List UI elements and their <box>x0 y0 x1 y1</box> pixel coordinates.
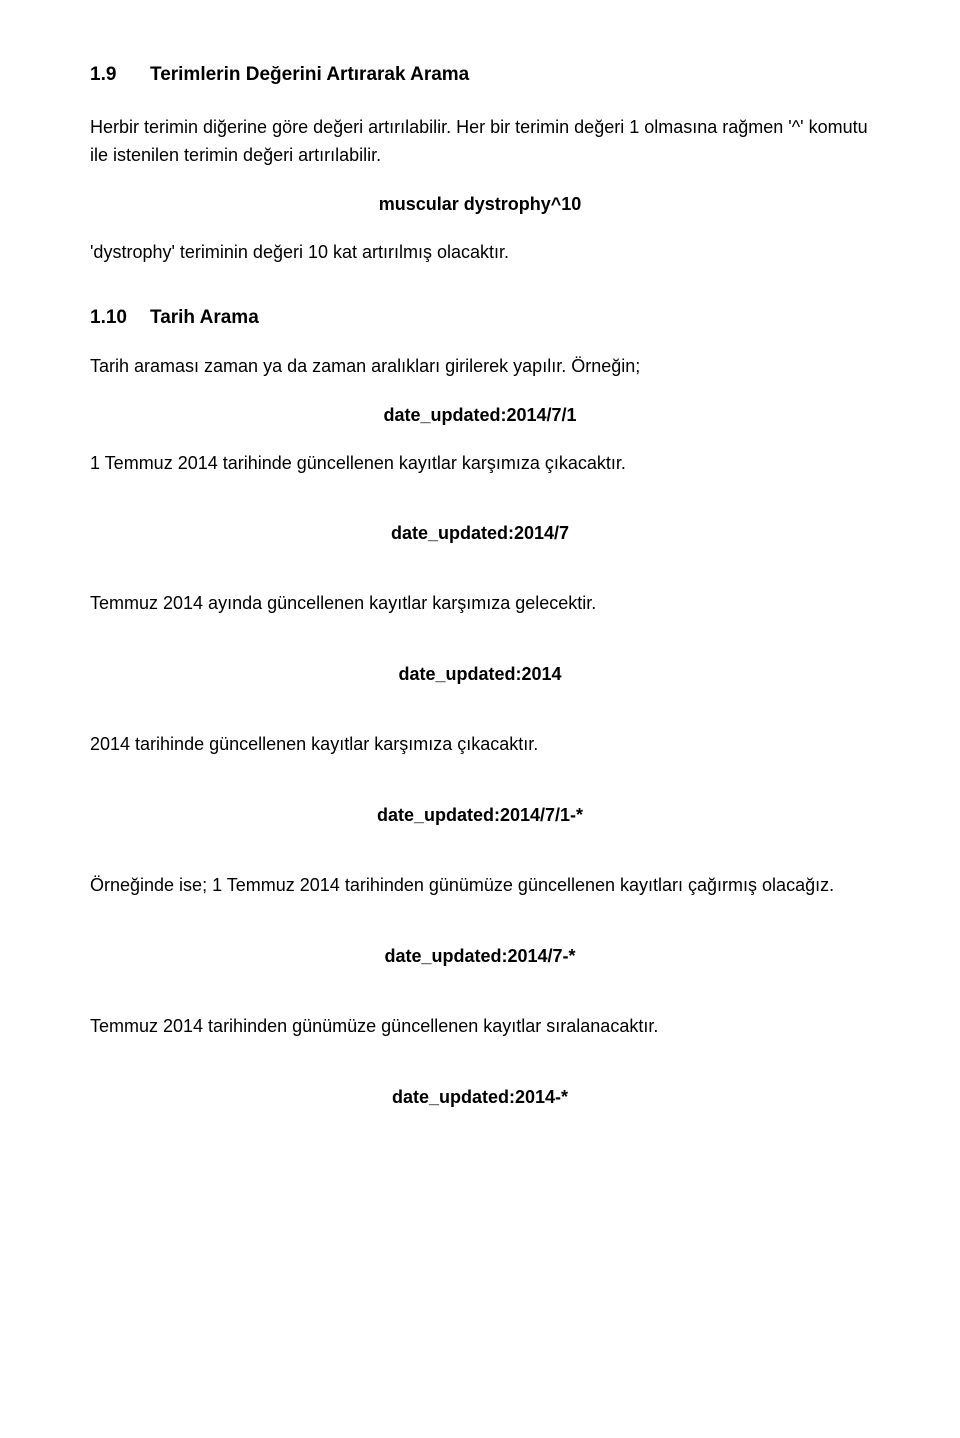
code-example: muscular dystrophy^10 <box>90 194 870 215</box>
code-example: date_updated:2014/7/1 <box>90 405 870 426</box>
section-title: Terimlerin Değerini Artırarak Arama <box>150 64 469 86</box>
code-example: date_updated:2014 <box>90 664 870 685</box>
code-example: date_updated:2014/7-* <box>90 946 870 967</box>
section-heading-1: 1.9 Terimlerin Değerini Artırarak Arama <box>90 64 870 86</box>
section-heading-2: 1.10 Tarih Arama <box>90 307 870 329</box>
document-page: 1.9 Terimlerin Değerini Artırarak Arama … <box>0 0 960 1194</box>
paragraph: Temmuz 2014 tarihinden günümüze güncelle… <box>90 1013 870 1041</box>
section-number: 1.9 <box>90 64 150 86</box>
paragraph: Herbir terimin diğerine göre değeri artı… <box>90 114 870 170</box>
paragraph: Temmuz 2014 ayında güncellenen kayıtlar … <box>90 590 870 618</box>
code-example: date_updated:2014/7/1-* <box>90 805 870 826</box>
paragraph: Tarih araması zaman ya da zaman aralıkla… <box>90 353 870 381</box>
paragraph: Örneğinde ise; 1 Temmuz 2014 tarihinden … <box>90 872 870 900</box>
paragraph: 1 Temmuz 2014 tarihinde güncellenen kayı… <box>90 450 870 478</box>
code-example: date_updated:2014-* <box>90 1087 870 1108</box>
section-number: 1.10 <box>90 307 150 329</box>
section-title: Tarih Arama <box>150 307 259 329</box>
paragraph: 2014 tarihinde güncellenen kayıtlar karş… <box>90 731 870 759</box>
code-example: date_updated:2014/7 <box>90 523 870 544</box>
paragraph: 'dystrophy' teriminin değeri 10 kat artı… <box>90 239 870 267</box>
